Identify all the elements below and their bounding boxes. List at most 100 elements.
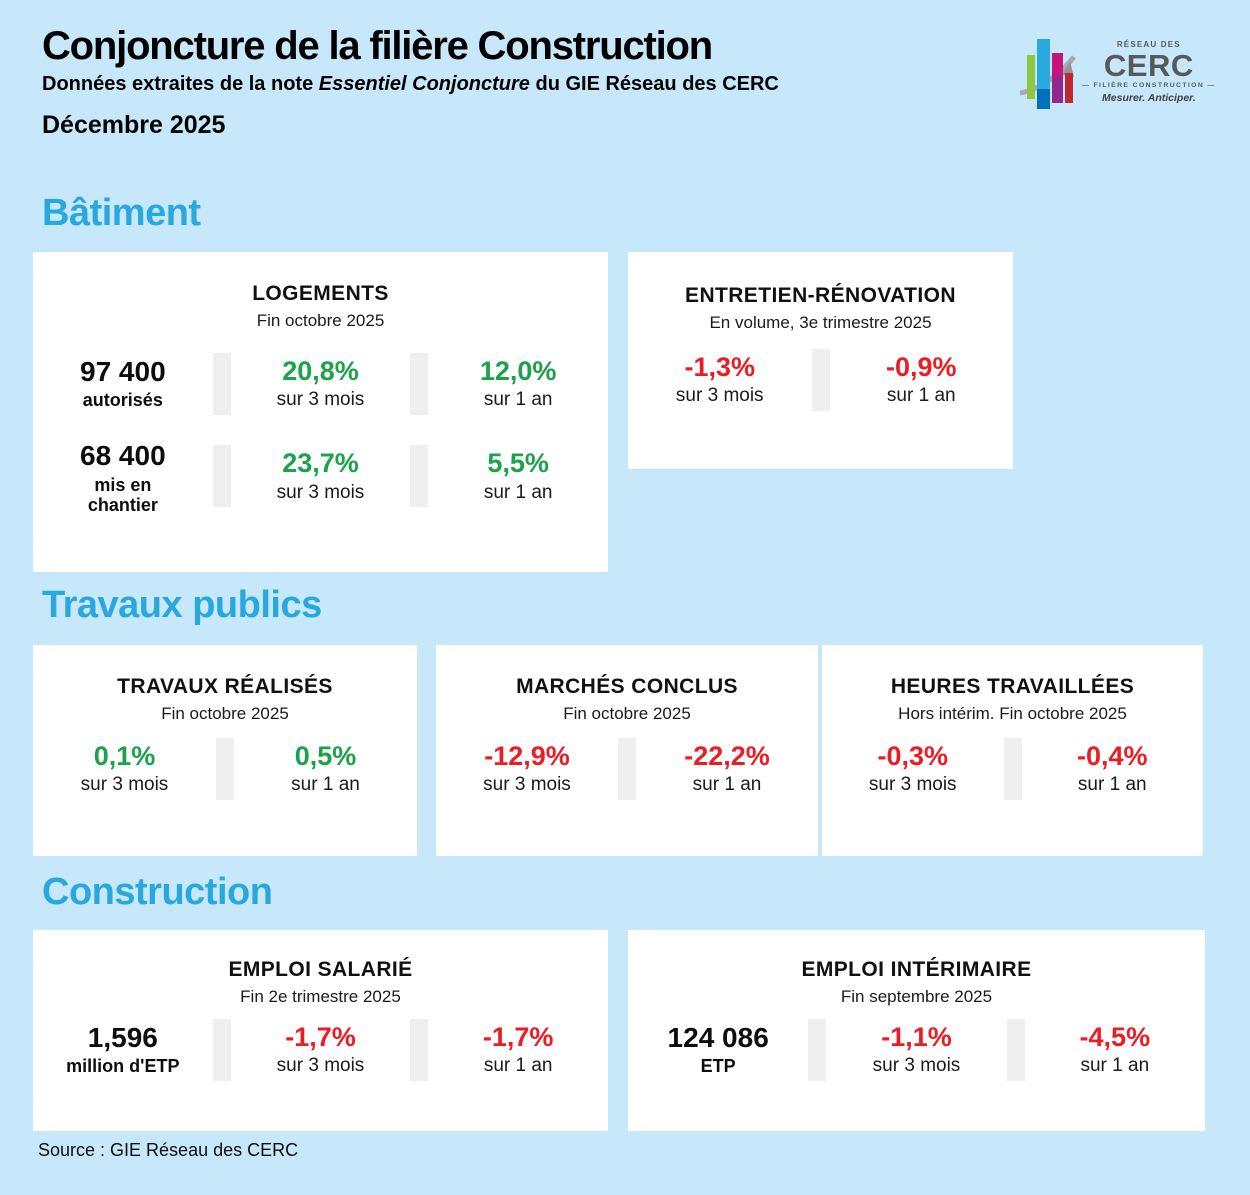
change-value: 20,8% <box>282 355 359 386</box>
change-period-label: sur 1 an <box>483 389 553 411</box>
subtitle-note-name: Essentiel Conjoncture <box>318 73 530 95</box>
card-marches-conclus: MARCHÉS CONCLUS Fin octobre 2025 -12,9% … <box>436 645 818 856</box>
change-value: 23,7% <box>282 448 359 479</box>
change-value: 12,0% <box>479 355 557 386</box>
stat-value: 124 086 <box>667 1021 769 1053</box>
change-value: -0,9% <box>885 351 957 382</box>
stat-row-autorises: 97 400 autorisés 20,8% sur 3 mois 12,0% … <box>33 353 608 415</box>
card-subtitle: Fin septembre 2025 <box>840 987 993 1006</box>
separator <box>1006 1019 1025 1081</box>
logo-tagline: Mesurer. Anticiper. <box>1102 91 1196 104</box>
section-heading-batiment: Bâtiment <box>42 192 201 234</box>
card-title: LOGEMENTS <box>252 282 389 305</box>
subtitle-prefix: Données extraites de la note <box>42 73 319 95</box>
change-value: 5,5% <box>487 448 549 479</box>
card-emploi-interimaire: EMPLOI INTÉRIMAIRE Fin septembre 2025 12… <box>628 930 1205 1131</box>
separator <box>410 445 429 508</box>
stat-etp: 124 086 ETP <box>628 1021 808 1078</box>
card-entretien-renovation: ENTRETIEN-RÉNOVATION En volume, 3e trime… <box>628 252 1013 469</box>
change-1-year: -22,2% sur 1 an <box>636 740 818 797</box>
logo-filiere-label: — FILIÈRE CONSTRUCTION — <box>1082 81 1216 89</box>
stat-value: 97 400 <box>80 355 166 387</box>
stat-value: 1,596 <box>87 1021 158 1053</box>
stat-row: -1,3% sur 3 mois -0,9% sur 1 an <box>628 349 1013 411</box>
change-value: 0,1% <box>93 740 156 771</box>
stat-row: -12,9% sur 3 mois -22,2% sur 1 an <box>436 738 818 800</box>
stat-row: -0,3% sur 3 mois -0,4% sur 1 an <box>822 738 1203 800</box>
card-title: MARCHÉS CONCLUS <box>516 675 738 698</box>
card-subtitle: Fin octobre 2025 <box>563 704 691 723</box>
separator <box>808 1019 827 1081</box>
change-value: -1,1% <box>881 1021 952 1052</box>
change-3-months: -12,9% sur 3 mois <box>436 740 618 797</box>
separator <box>618 738 636 800</box>
change-1-year: 5,5% sur 1 an <box>428 448 608 504</box>
page-subtitle: Données extraites de la note Essentiel C… <box>42 73 779 96</box>
section-heading-construction: Construction <box>42 871 273 913</box>
change-value: -0,4% <box>1076 740 1148 771</box>
change-period-label: sur 1 an <box>1077 774 1147 796</box>
change-value: -22,2% <box>684 740 770 771</box>
change-1-year: -0,9% sur 1 an <box>830 351 1014 408</box>
card-title: EMPLOI INTÉRIMAIRE <box>801 958 1032 981</box>
stat-label: autorisés <box>82 390 163 411</box>
card-title: ENTRETIEN-RÉNOVATION <box>685 284 956 307</box>
separator <box>212 445 231 508</box>
cerc-logo-bars-icon <box>1019 39 1076 109</box>
stat-row-mis-en-chantier: 68 400 mis en chantier 23,7% sur 3 mois … <box>33 440 608 512</box>
change-1-year: -4,5% sur 1 an <box>1025 1022 1205 1078</box>
change-period-label: sur 3 mois <box>868 774 957 796</box>
change-value: -12,9% <box>484 740 570 771</box>
stat-mis-en-chantier: 68 400 mis en chantier <box>33 440 213 512</box>
change-value: 0,5% <box>294 740 357 771</box>
section-heading-travaux-publics: Travaux publics <box>42 584 322 626</box>
card-subtitle: Fin octobre 2025 <box>161 704 289 723</box>
logo-reseau-des-label: RÉSEAU DES <box>1116 39 1181 49</box>
change-3-months: -1,7% sur 3 mois <box>231 1021 411 1078</box>
change-value: -0,3% <box>877 740 949 771</box>
change-period-label: sur 3 mois <box>872 1055 961 1077</box>
card-subtitle: Fin 2e trimestre 2025 <box>240 987 401 1006</box>
card-subtitle: En volume, 3e trimestre 2025 <box>709 313 932 332</box>
change-period-label: sur 3 mois <box>80 774 169 796</box>
change-3-months: -1,1% sur 3 mois <box>826 1021 1006 1078</box>
card-subtitle: Fin octobre 2025 <box>256 311 385 330</box>
separator <box>811 349 830 411</box>
card-title: HEURES TRAVAILLÉES <box>890 675 1135 698</box>
separator <box>212 353 231 415</box>
change-period-label: sur 3 mois <box>675 385 764 407</box>
stat-row: 1,596 million d'ETP -1,7% sur 3 mois -1,… <box>33 1019 608 1081</box>
change-period-label: sur 1 an <box>1080 1055 1150 1077</box>
change-period-label: sur 3 mois <box>276 1055 365 1077</box>
logo-cerc-label: CERC <box>1103 47 1194 83</box>
change-value: -1,3% <box>684 351 756 382</box>
card-heures-travaillees: HEURES TRAVAILLÉES Hors intérim. Fin oct… <box>822 645 1203 856</box>
stat-row: 0,1% sur 3 mois 0,5% sur 1 an <box>33 738 417 800</box>
change-period-label: sur 3 mois <box>483 774 571 796</box>
stat-label: ETP <box>700 1056 736 1077</box>
card-emploi-salarie: EMPLOI SALARIÉ Fin 2e trimestre 2025 1,5… <box>33 930 608 1131</box>
change-period-label: sur 3 mois <box>276 389 365 411</box>
stat-etp: 1,596 million d'ETP <box>33 1021 213 1078</box>
change-period-label: sur 1 an <box>291 774 360 796</box>
card-subtitle: Hors intérim. Fin octobre 2025 <box>898 704 1127 723</box>
separator <box>410 1019 429 1081</box>
edition-date: Décembre 2025 <box>42 111 226 139</box>
separator <box>216 738 234 800</box>
change-1-year: 0,5% sur 1 an <box>234 740 417 797</box>
change-1-year: 12,0% sur 1 an <box>428 355 608 412</box>
source-note: Source : GIE Réseau des CERC <box>38 1140 299 1160</box>
change-3-months: -1,3% sur 3 mois <box>628 351 812 408</box>
change-period-label: sur 1 an <box>886 385 956 407</box>
cerc-logo-text: RÉSEAU DES CERC — FILIÈRE CONSTRUCTION —… <box>1082 39 1216 104</box>
stat-label: mis en chantier <box>87 474 158 512</box>
change-period-label: sur 1 an <box>483 1055 553 1077</box>
card-travaux-realises: TRAVAUX RÉALISÉS Fin octobre 2025 0,1% s… <box>33 645 417 856</box>
change-period-label: sur 3 mois <box>276 481 365 503</box>
change-3-months: 23,7% sur 3 mois <box>231 448 411 504</box>
change-value: -1,7% <box>285 1021 356 1052</box>
stat-value: 68 400 <box>80 440 166 471</box>
card-logements: LOGEMENTS Fin octobre 2025 97 400 autori… <box>33 252 608 572</box>
stat-row: 124 086 ETP -1,1% sur 3 mois -4,5% sur 1… <box>628 1019 1205 1081</box>
